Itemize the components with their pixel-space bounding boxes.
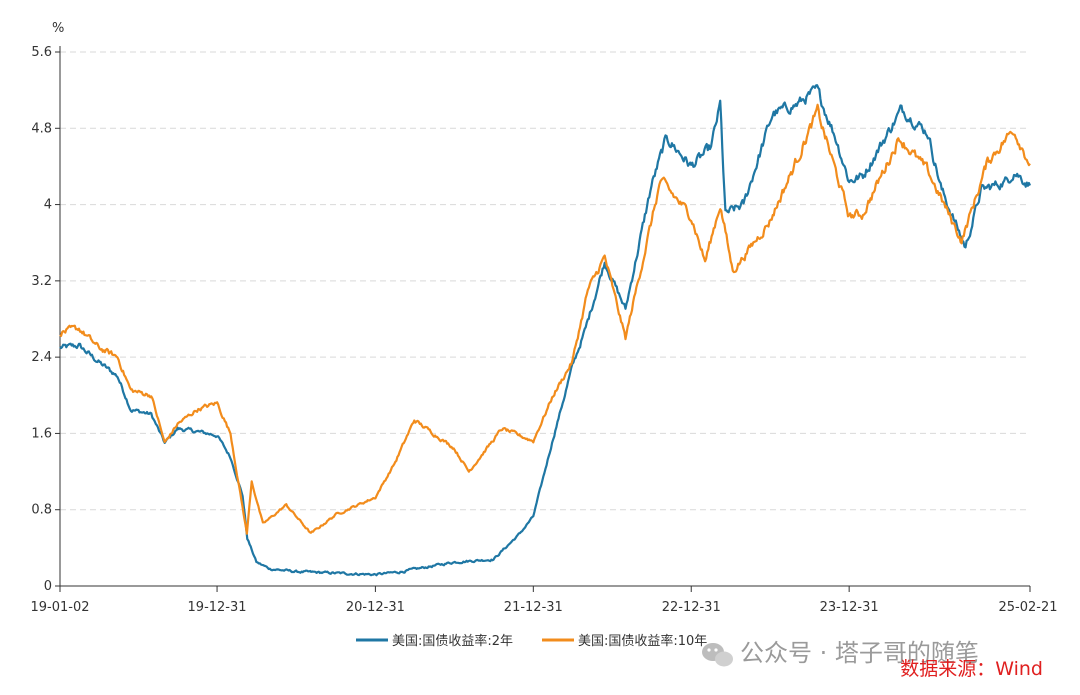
y-tick-label: 0	[44, 579, 52, 594]
x-tick-label: 25-02-21	[998, 600, 1057, 615]
data-source: 数据来源：Wind	[900, 658, 1043, 680]
gridlines	[60, 51, 1030, 511]
y-tick-label: 2.4	[31, 350, 52, 365]
y-tick-label: 5.6	[31, 45, 52, 60]
x-tick-label: 23-12-31	[820, 600, 879, 615]
legend-label: 美国:国债收益率:2年	[392, 633, 513, 649]
x-tick-label: 19-12-31	[188, 600, 247, 615]
series-line-2	[59, 103, 1031, 535]
watermark-text: 公众号 · 塔子哥的随笔	[740, 639, 979, 667]
watermark: 公众号 · 塔子哥的随笔	[702, 639, 979, 667]
y-tick-label: 4	[44, 198, 52, 213]
x-tick-label: 21-12-31	[504, 600, 563, 615]
x-tick-label: 22-12-31	[662, 600, 721, 615]
y-axis-unit-label: %	[52, 21, 64, 36]
y-tick-label: 4.8	[31, 121, 52, 136]
series-lines	[59, 84, 1032, 577]
x-tick-label: 20-12-31	[346, 600, 405, 615]
legend-label: 美国:国债收益率:10年	[578, 633, 707, 649]
axes: 0 0.8 1.6 2.4 3.2 4 4.8 5.6 19-01-02 19-12-31 20-1…	[30, 45, 1057, 615]
series-line-1	[59, 84, 1032, 577]
y-tick-label: 3.2	[31, 274, 52, 289]
y-tick-label: 1.6	[31, 426, 52, 441]
y-tick-label: 0.8	[31, 503, 52, 518]
x-tick-label: 19-01-02	[30, 600, 89, 615]
wechat-icon	[702, 643, 733, 667]
legend: 美国:国债收益率:2年 美国:国债收益率:10年	[356, 633, 707, 649]
